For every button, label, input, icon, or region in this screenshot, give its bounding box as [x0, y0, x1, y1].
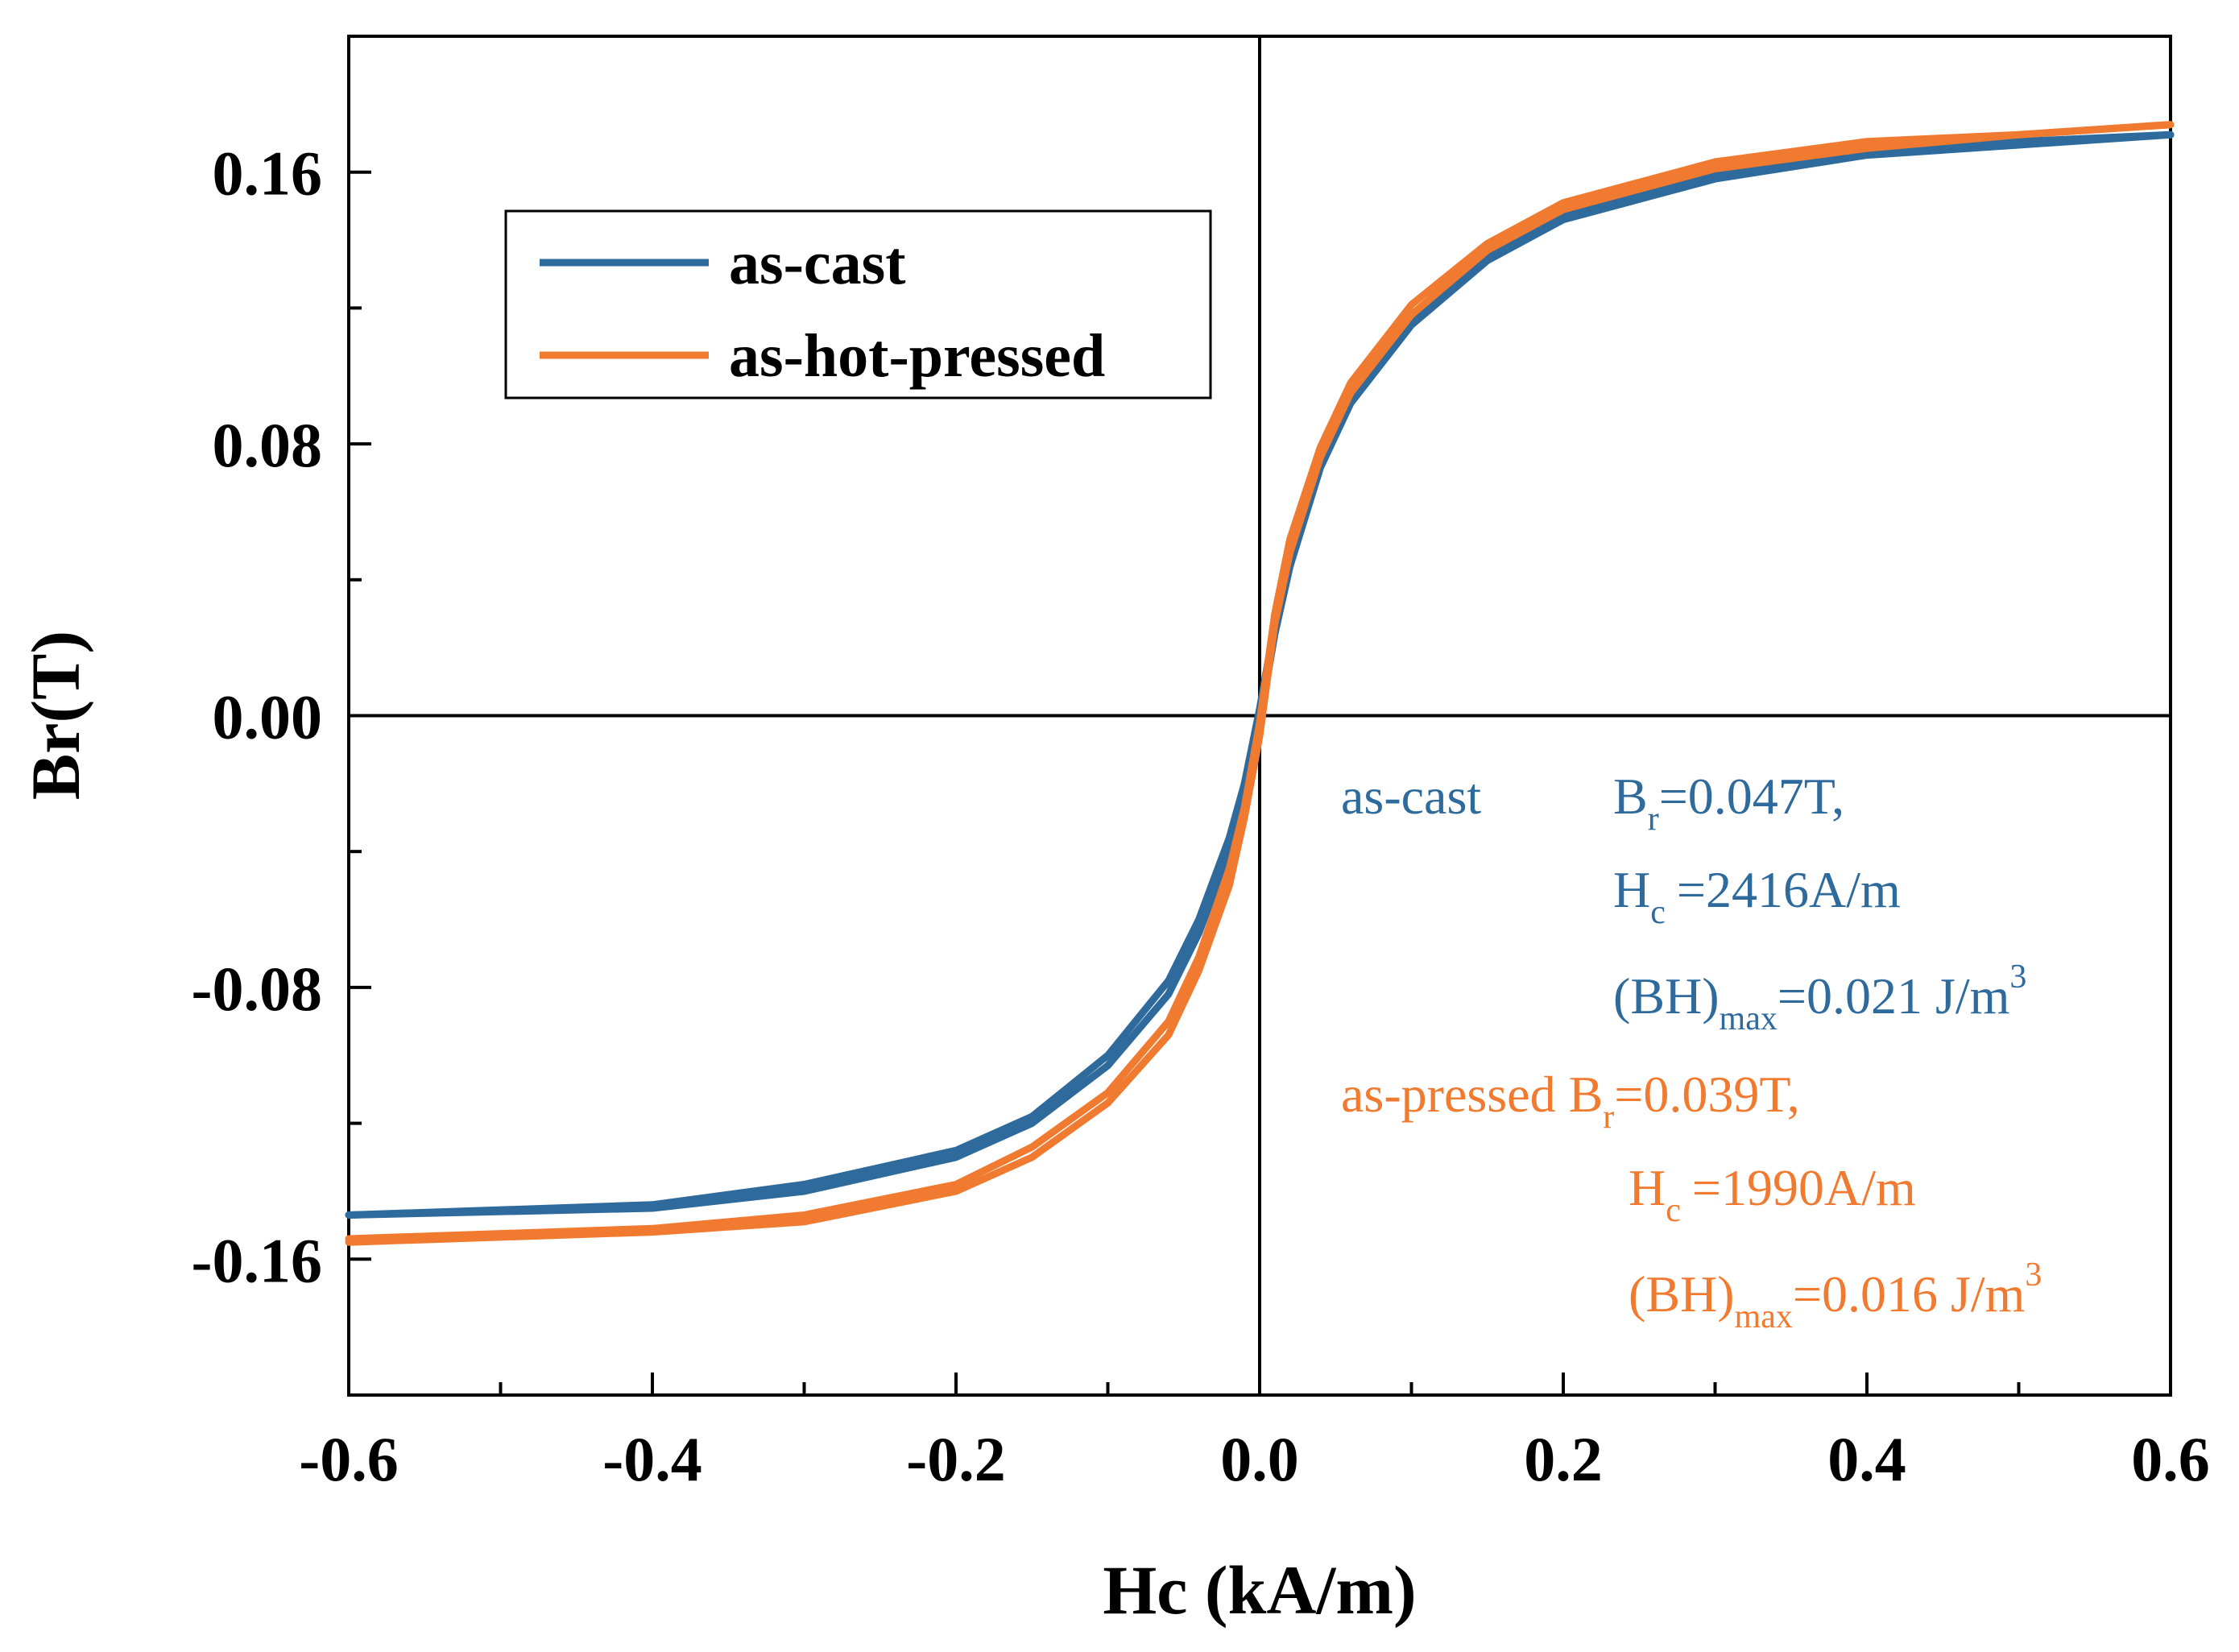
hc-value: =1990A/m — [1692, 1159, 1916, 1216]
hc-subscript: c — [1650, 894, 1666, 931]
x-tick-label: 0.4 — [1827, 1424, 1906, 1494]
annotation-as-pressed-bh: (BH)max=0.016 J/m3 — [1629, 1257, 2042, 1335]
br-value: =0.047T, — [1659, 768, 1844, 825]
br-subscript: r — [1648, 801, 1659, 838]
as-pressed-label: as-pressed — [1341, 1066, 1556, 1123]
hc-symbol: H — [1613, 861, 1650, 918]
y-tick-label: 0.00 — [213, 682, 323, 752]
x-tick-labels: -0.6 -0.4 -0.2 0.0 0.2 0.4 0.6 — [299, 1424, 2209, 1494]
legend-label-as-cast: as-cast — [729, 230, 906, 297]
annotation-as-pressed-label: as-pressed Br=0.039T, — [1341, 1066, 1800, 1136]
annotation-as-cast-bh: (BH)max=0.021 J/m3 — [1613, 958, 2026, 1037]
hc-symbol: H — [1629, 1159, 1666, 1216]
legend-label-as-hot-pressed: as-hot-pressed — [729, 322, 1105, 390]
x-tick-label: 0.0 — [1220, 1424, 1299, 1494]
x-tick-label: 0.6 — [2131, 1424, 2210, 1494]
bh-value: =0.016 J/m — [1793, 1265, 2026, 1323]
y-tick-labels: -0.16 -0.08 0.00 0.08 0.16 — [192, 139, 322, 1296]
bh-value: =0.021 J/m — [1778, 967, 2010, 1025]
y-tick-label: -0.08 — [192, 954, 322, 1024]
bh-subscript: max — [1735, 1298, 1793, 1335]
y-tick-label: -0.16 — [192, 1225, 322, 1295]
bh-subscript: max — [1720, 1000, 1778, 1037]
br-symbol: B — [1613, 768, 1648, 825]
x-tick-label: -0.4 — [602, 1424, 701, 1494]
annotation-as-cast: as-cast Br=0.047T, Hc =2416A/m (BH)max=0.… — [1341, 768, 2026, 1037]
annotation-as-cast-br: Br=0.047T, — [1613, 768, 1844, 838]
bh-superscript: 3 — [2025, 1257, 2042, 1294]
curve-as-hot-pressed-lower-branch — [345, 121, 2175, 1246]
x-tick-label: -0.2 — [906, 1424, 1005, 1494]
hc-value: =2416A/m — [1677, 861, 1901, 918]
annotation-as-cast-label: as-cast — [1341, 768, 1481, 825]
curves — [345, 121, 2175, 1246]
br-subscript: r — [1603, 1099, 1614, 1136]
legend-box — [504, 209, 1212, 400]
hc-subscript: c — [1666, 1192, 1681, 1229]
axis-ticks — [347, 35, 2172, 1397]
bh-symbol: (BH) — [1613, 967, 1720, 1025]
annotation-as-cast-hc: Hc =2416A/m — [1613, 861, 1901, 931]
y-tick-label: 0.16 — [213, 139, 323, 209]
br-value: =0.039T, — [1614, 1066, 1799, 1123]
annotation-as-pressed-hc: Hc =1990A/m — [1629, 1159, 1916, 1229]
y-tick-label: 0.08 — [213, 410, 323, 480]
legend: as-cast as-hot-pressed — [504, 209, 1212, 400]
x-axis-title: Hc (kA/m) — [1103, 1551, 1416, 1629]
annotation-as-pressed: as-pressed Br=0.039T, Hc =1990A/m (BH)max=… — [1341, 1066, 2042, 1335]
bh-symbol: (BH) — [1629, 1265, 1735, 1323]
bh-superscript: 3 — [2009, 958, 2026, 996]
br-symbol: B — [1569, 1066, 1604, 1123]
y-axis-title: Br(T) — [17, 631, 94, 800]
x-tick-label: -0.6 — [299, 1424, 398, 1494]
x-tick-label: 0.2 — [1524, 1424, 1603, 1494]
